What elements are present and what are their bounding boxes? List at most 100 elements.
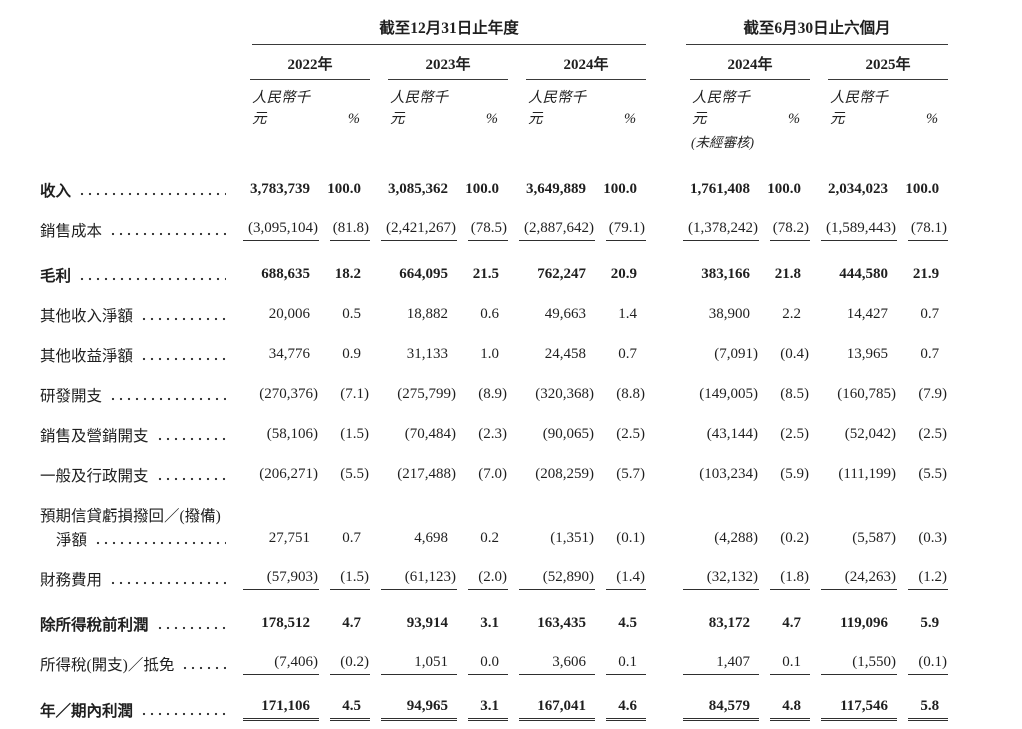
table-row: 毛利 688,635 18.2 664,095 21.5 762,247 20.9 383,1… bbox=[40, 249, 948, 294]
percent-value: 21.9 bbox=[912, 266, 940, 282]
percent-value: 1.4 bbox=[618, 306, 638, 322]
amount-value: (1,589,443) bbox=[821, 220, 898, 241]
table-row: 其他收益淨額 34,776 0.9 31,133 1.0 24,458 0.7 (7,091)… bbox=[40, 334, 948, 374]
amount-value: 38,900 bbox=[708, 306, 751, 322]
percent-value: 2.2 bbox=[782, 306, 802, 322]
percent-value: 100.0 bbox=[905, 181, 940, 197]
amount-value: 2,034,023 bbox=[828, 181, 889, 197]
percent-value: 20.9 bbox=[610, 266, 638, 282]
amount-value: (217,488) bbox=[397, 466, 456, 482]
amount-value: (320,368) bbox=[535, 386, 594, 402]
amount-value: 4,698 bbox=[414, 530, 448, 546]
row-label-cell: 所得稅(開支)／抵免 bbox=[40, 643, 232, 683]
percent-value: (0.1) bbox=[908, 654, 949, 675]
amount-value: (2,421,267) bbox=[381, 220, 457, 241]
row-label-cell: 財務費用 bbox=[40, 558, 232, 598]
row-label-cell: 其他收益淨額 bbox=[40, 334, 232, 374]
percent-value: (78.5) bbox=[468, 220, 508, 241]
amount-value: 27,751 bbox=[268, 530, 310, 546]
percent-value: (81.8) bbox=[330, 220, 370, 241]
amount-value: 664,095 bbox=[399, 266, 448, 282]
amount-value: (24,263) bbox=[821, 569, 898, 590]
percent-value: (5.9) bbox=[780, 466, 810, 482]
amount-value: 49,663 bbox=[544, 306, 586, 322]
amount-value: (1,351) bbox=[550, 530, 594, 546]
percent-value: 4.5 bbox=[330, 698, 370, 721]
row-label-cell: 淨額 bbox=[40, 526, 232, 558]
percent-value: 3.1 bbox=[480, 615, 499, 631]
dot-leader bbox=[140, 317, 226, 321]
dot-leader bbox=[109, 581, 226, 585]
amount-value: 163,435 bbox=[537, 615, 586, 631]
row-label: 其他收入淨額 bbox=[40, 308, 134, 325]
dot-leader bbox=[78, 277, 226, 281]
unit-header-row: 人民幣千元 % 人民幣千元 % 人民幣千元 % 人民幣千元 % 人民幣千元 % bbox=[40, 80, 948, 130]
row-label-cell: 研發開支 bbox=[40, 374, 232, 414]
amount-value: (111,199) bbox=[838, 466, 897, 482]
amount-value: 84,579 bbox=[683, 698, 760, 721]
amount-value: (52,042) bbox=[844, 426, 897, 442]
amount-value: (103,234) bbox=[699, 466, 759, 482]
row-label: 收入 bbox=[40, 183, 72, 200]
row-label-cell: 其他收入淨額 bbox=[40, 294, 232, 334]
row-label-cell: 毛利 bbox=[40, 249, 232, 294]
row-label: 一般及行政開支 bbox=[40, 468, 149, 485]
amount-value: 83,172 bbox=[708, 615, 751, 631]
percent-value: (7.0) bbox=[478, 466, 507, 482]
percent-value: (8.9) bbox=[478, 386, 507, 402]
table-row: 其他收入淨額 20,006 0.5 18,882 0.6 49,663 1.4 38,900 2… bbox=[40, 294, 948, 334]
year-header-row: 2022年 2023年 2024年 2024年 2025年 bbox=[40, 45, 949, 80]
amount-value: (4,288) bbox=[714, 530, 759, 546]
percent-value: 3.1 bbox=[468, 698, 508, 721]
table-row: 銷售成本 (3,095,104) (81.8) (2,421,267) (78.5) (2… bbox=[40, 209, 949, 249]
row-label-cell: 一般及行政開支 bbox=[40, 454, 232, 494]
percent-value: (0.3) bbox=[918, 530, 948, 546]
amount-value: (43,144) bbox=[706, 426, 759, 442]
percent-value: (2.5) bbox=[780, 426, 810, 442]
percent-label: % bbox=[787, 111, 801, 127]
percent-value: (5.5) bbox=[340, 466, 369, 482]
percent-value: (1.8) bbox=[770, 569, 811, 590]
row-label: 預期信貸虧損撥回／(撥備) bbox=[40, 508, 221, 525]
dot-leader bbox=[181, 666, 226, 670]
amount-value: (3,095,104) bbox=[243, 220, 319, 241]
amount-value: 762,247 bbox=[537, 266, 586, 282]
amount-value: 14,427 bbox=[846, 306, 889, 322]
percent-value: (2.5) bbox=[616, 426, 646, 442]
amount-value: 24,458 bbox=[544, 346, 586, 362]
percent-value: 4.7 bbox=[342, 615, 361, 631]
percent-value: 0.7 bbox=[920, 306, 940, 322]
row-label: 研發開支 bbox=[40, 388, 103, 405]
amount-value: (5,587) bbox=[852, 530, 897, 546]
unit-label: 人民幣千元 bbox=[252, 90, 310, 127]
percent-value: (78.1) bbox=[908, 220, 949, 241]
row-label: 淨額 bbox=[56, 532, 88, 549]
amount-value: 34,776 bbox=[268, 346, 310, 362]
percent-value: (79.1) bbox=[606, 220, 647, 241]
amount-value: 444,580 bbox=[839, 266, 889, 282]
percent-value: 18.2 bbox=[334, 266, 361, 282]
year-header-2022: 2022年 bbox=[250, 45, 370, 80]
row-label: 銷售成本 bbox=[40, 223, 103, 240]
percent-value: 0.2 bbox=[480, 530, 499, 546]
amount-value: (270,376) bbox=[259, 386, 318, 402]
percent-value: 0.0 bbox=[468, 654, 508, 675]
row-label-cell: 預期信貸虧損撥回／(撥備) bbox=[40, 494, 232, 526]
amount-value: 383,166 bbox=[701, 266, 751, 282]
percent-value: (0.4) bbox=[780, 346, 810, 362]
table-row: 銷售及營銷開支 (58,106) (1.5) (70,484) (2.3) (90,065… bbox=[40, 414, 948, 454]
amount-value: (1,378,242) bbox=[683, 220, 760, 241]
amount-value: 94,965 bbox=[381, 698, 457, 721]
unit-label: 人民幣千元 bbox=[390, 90, 448, 127]
dot-leader bbox=[155, 626, 226, 630]
percent-value: (7.1) bbox=[340, 386, 369, 402]
percent-value: (5.5) bbox=[918, 466, 948, 482]
amount-value: (160,785) bbox=[837, 386, 897, 402]
amount-value: 1,407 bbox=[683, 654, 760, 675]
percent-value: 4.7 bbox=[782, 615, 802, 631]
row-label-cell: 銷售及營銷開支 bbox=[40, 414, 232, 454]
percent-label: % bbox=[925, 111, 939, 127]
amount-value: (275,799) bbox=[397, 386, 456, 402]
percent-value: 0.7 bbox=[920, 346, 940, 362]
amount-value: (61,123) bbox=[381, 569, 457, 590]
